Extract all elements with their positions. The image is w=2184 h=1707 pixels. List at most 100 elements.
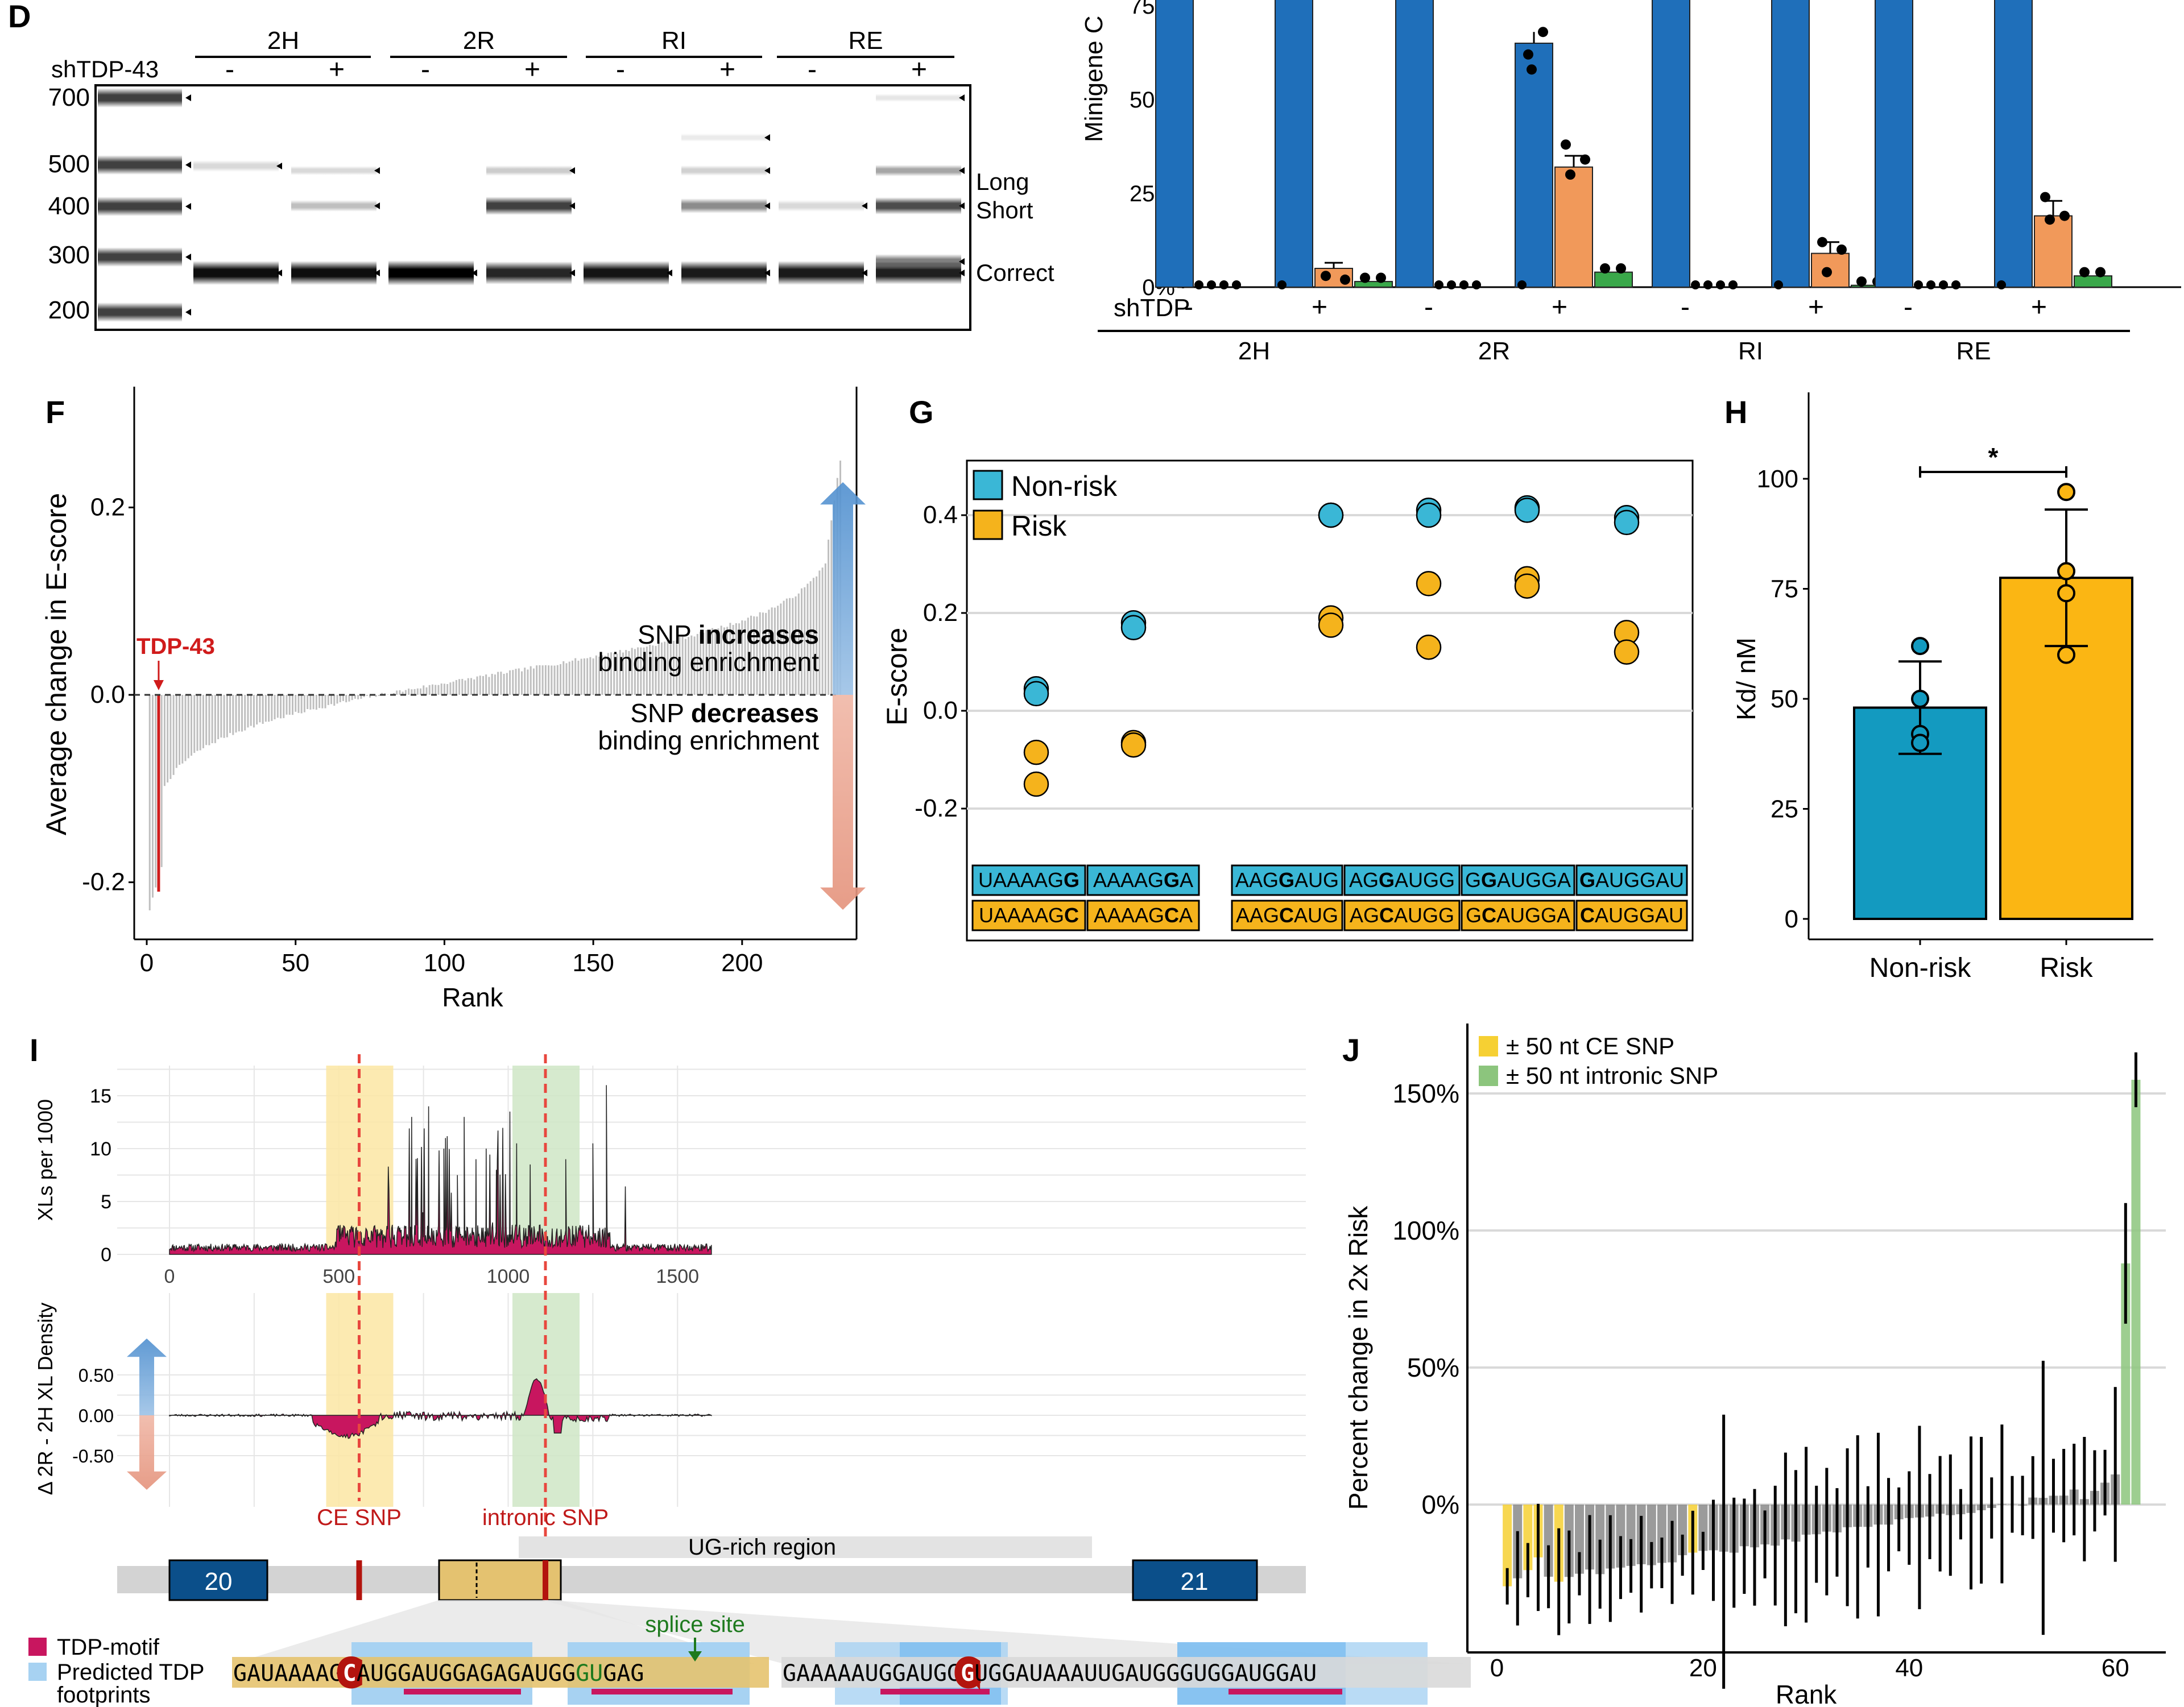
g-legend-swatch-risk [973,509,1003,540]
band-marker [764,134,770,141]
lane-band [681,261,767,285]
g-ytick-label: 0.0 [923,697,958,724]
ladder-label-300: 300 [48,241,90,269]
ladder-label-500: 500 [48,150,90,178]
tspan: SNP [638,620,698,649]
i-tdp-motif [1228,1689,1342,1694]
g-legend-swatch-nonrisk [973,470,1003,500]
g-motif-box [1343,864,1461,896]
panel-d-group-headers: 2H - +2R - + RI - + RE - + [195,27,954,85]
e-point [1194,280,1203,289]
i-bottom-ytick-label: -0.50 [72,1446,114,1466]
group-label-2H: 2H [267,27,299,55]
band-marker [374,270,380,276]
e-point [1817,237,1827,247]
e-point [1376,272,1386,283]
e-condition-minus: - [1681,292,1690,322]
e-condition-plus: + [1808,292,1824,322]
band-marker [276,163,282,169]
j-bar [1698,1505,1708,1551]
i-xtick-label: 1000 [487,1266,530,1287]
i-bottom-ylabel: Δ 2R - 2H XL Density [34,1303,57,1495]
panel-e-bars: 75%50%25%0%-+2H-+2R-+RI-+RE [1098,0,2181,365]
tspan: GAUAAAAG [233,1660,343,1687]
g-motif-label: AAAAGCA [1094,904,1193,927]
g-motif-box [1575,900,1688,931]
i-top-ytick-label: 15 [90,1085,111,1107]
i-seq-left-bg [232,1657,769,1688]
tspan: C [1064,904,1079,927]
e-point [1459,280,1469,289]
i-ce-snp-mark [356,1560,362,1600]
panel-h: H 0 25 50 75 100 Kd/ nM Non-risk Risk * [1724,392,2153,983]
g-motif-label: GGAUGGA [1465,868,1571,892]
g-motif-label: AAGGAUG [1235,868,1339,892]
tspan: G [1466,904,1482,927]
e-point [2045,214,2055,225]
band-marker [276,270,282,276]
i-splice-site-label: splice site [645,1612,745,1637]
panel-f-letter: F [46,394,65,430]
e-bar-short [1554,166,1593,288]
tspan: AAG [1236,904,1279,927]
lane-band [291,261,377,285]
f-xlabel: Rank [442,983,503,1012]
g-point-nonrisk [1023,681,1049,707]
h-point [1911,637,1929,656]
band-marker [862,270,867,276]
panel-g-plot: 0.40.20.0-0.2E-scoreNon-riskRiskUAAAAGGU… [881,459,1694,942]
f-annotation-decrease-2: binding enrichment [598,726,819,755]
ladder-band [98,197,182,216]
tspan: AAAAG [1094,904,1164,927]
tspan: C [1279,904,1294,927]
band-marker [959,94,965,101]
i-xtick-label: 1500 [656,1266,699,1287]
lane-band [779,200,864,212]
e-point [2079,267,2090,277]
lane-band [584,261,669,285]
group-label-2R: 2R [463,27,495,55]
e-point [1538,27,1548,38]
tspan: AG [1349,868,1379,892]
tspan: AUG [1294,904,1338,927]
i-gene-track [117,1566,1306,1593]
f-xtick-label: 200 [721,949,763,977]
tspan: G [1481,868,1497,892]
h-xtick-label-Risk: Risk [2040,953,2093,983]
g-motif-box [1231,900,1343,931]
gel-lanes [98,88,965,322]
lane-band [681,165,767,176]
j-legend-ce: ± 50 nt CE SNP [1506,1033,1674,1059]
g-frame [966,459,1694,942]
i-seq-left: GAUAAAAGCAUGGAUGGAGAGAUGGGUGAG [233,1660,644,1687]
h-ytick-label: 100 [1757,465,1798,493]
j-legend-swatch-ce [1479,1036,1498,1056]
e-point [1728,280,1738,289]
tspan: C [1580,904,1595,927]
tspan: AUGGAU [1595,868,1684,892]
tspan: increases [698,620,819,649]
h-ylabel: Kd/ nM [1731,637,1761,720]
h-point [2057,645,2075,664]
j-bar [1626,1505,1636,1566]
band-marker [764,270,770,276]
h-point [1911,690,1929,708]
ladder-label-400: 400 [48,192,90,220]
e-point [1527,64,1537,75]
f-annotation-decrease: SNP decreases [630,698,819,728]
ladder-band [98,303,182,322]
ladder-band [98,155,182,175]
g-point-risk [1023,771,1049,797]
band-marker [862,202,867,209]
e-bar-correct [1155,0,1194,288]
f-highlight-label: TDP-43 [136,634,215,659]
j-bar [1574,1505,1584,1574]
i-cryptic-exon [438,1559,562,1601]
h-point [1911,734,1929,752]
e-point [1207,280,1216,289]
f-ylabel: Average change in E-score [40,493,72,835]
e-point [1321,271,1331,281]
f-xtick-label: 100 [424,949,465,977]
g-point-risk [1614,639,1640,665]
tspan: G [961,1660,974,1687]
